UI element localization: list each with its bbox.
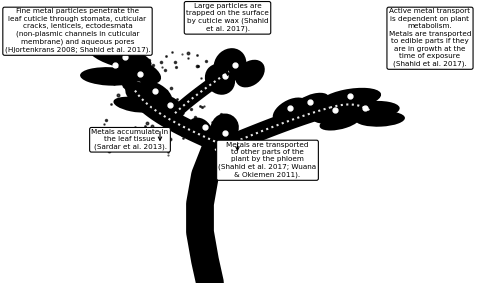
Ellipse shape [291,93,329,117]
Text: Large particles are
trapped on the surface
by cuticle wax (Shahid
et al. 2017).: Large particles are trapped on the surfa… [186,3,269,32]
Ellipse shape [320,113,360,130]
Ellipse shape [119,58,161,84]
Ellipse shape [80,67,140,86]
Ellipse shape [340,101,400,120]
Ellipse shape [188,117,212,143]
Ellipse shape [355,111,405,127]
Text: Active metal transport
is dependent on plant
metabolism.
Metals are transported
: Active metal transport is dependent on p… [389,8,471,67]
Ellipse shape [319,88,381,110]
Ellipse shape [114,97,156,113]
Text: Metals accumulate in
the leaf tissue
(Sardar et al. 2013).: Metals accumulate in the leaf tissue (Sa… [92,129,168,150]
Ellipse shape [272,98,308,123]
Ellipse shape [205,64,235,95]
Ellipse shape [88,44,152,70]
Ellipse shape [235,60,265,87]
Ellipse shape [138,81,172,106]
Text: Fine metal particles penetrate the
leaf cuticle through stomata, cuticular
crack: Fine metal particles penetrate the leaf … [4,8,150,53]
Ellipse shape [156,95,184,120]
Ellipse shape [129,94,171,115]
Ellipse shape [313,103,357,123]
Text: Metals are transported
to other parts of the
plant by the phloem
(Shahid et al. : Metals are transported to other parts of… [218,142,316,179]
Ellipse shape [214,48,246,82]
Ellipse shape [212,123,238,149]
